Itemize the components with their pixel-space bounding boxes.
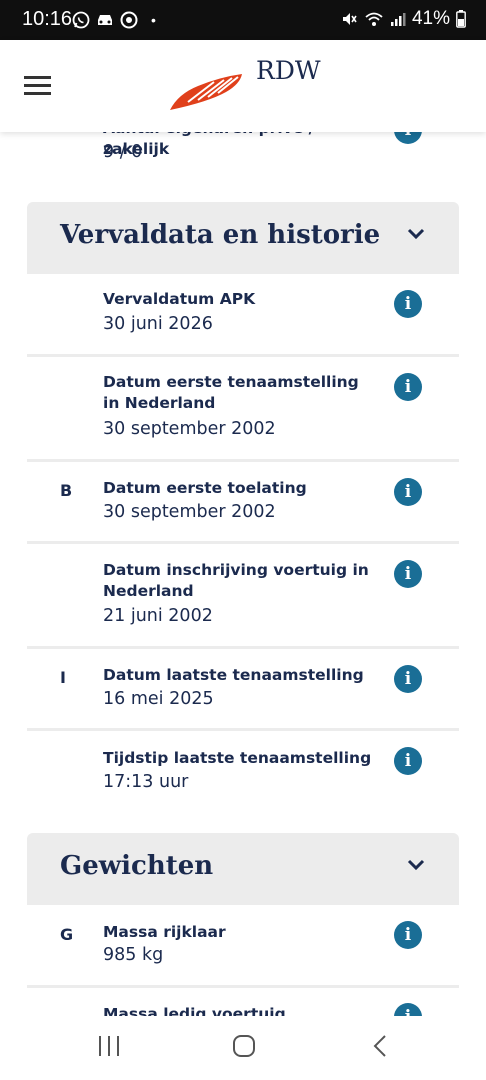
info-icon[interactable]: i (394, 921, 422, 949)
recent-apps-icon[interactable] (97, 1034, 121, 1058)
chrome-icon (120, 11, 138, 29)
divider (27, 354, 459, 357)
row-label: Massa ledig voertuig (103, 1005, 286, 1016)
info-icon[interactable]: i (394, 132, 422, 144)
battery-icon (456, 10, 466, 28)
section-header-gewichten[interactable]: Gewichten (27, 833, 459, 905)
rdw-logo (170, 74, 242, 110)
section-header-vervaldata[interactable]: Vervaldata en historie (27, 202, 459, 274)
status-notification-icons: • (72, 11, 156, 29)
status-system-icons: 41% (340, 8, 466, 30)
whatsapp-icon (72, 11, 90, 29)
vehicle-details-content[interactable]: Aantal eigenaren privé / zakelijk 9 / 0 … (0, 132, 486, 1016)
status-bar: 10:16 • 41% (0, 0, 486, 40)
info-icon[interactable]: i (394, 290, 422, 318)
section-title: Gewichten (60, 851, 214, 881)
row-label: Tijdstip laatste tenaamstelling (103, 749, 372, 767)
divider (27, 541, 459, 544)
divider (27, 985, 459, 988)
row-label: Datum inschrijving voertuig in Nederland (103, 561, 369, 600)
menu-icon[interactable] (24, 76, 51, 96)
divider (27, 728, 459, 731)
row-label: Vervaldatum APK (103, 290, 256, 308)
battery-percent: 41% (411, 8, 450, 29)
info-icon[interactable]: i (394, 665, 422, 693)
mute-icon (342, 13, 357, 25)
info-icon[interactable]: i (394, 560, 422, 588)
row-label: Datum eerste toelating (103, 479, 307, 497)
home-icon[interactable] (232, 1034, 256, 1058)
back-icon[interactable] (369, 1034, 393, 1058)
row-label: Datum laatste tenaamstelling (103, 666, 364, 684)
system-nav-bar (0, 1016, 486, 1080)
row-value: 985 kg (103, 945, 164, 965)
signal-icon (390, 13, 406, 26)
row-code: G (60, 925, 74, 944)
row-value: 9 / 0 (103, 142, 143, 162)
divider (27, 459, 459, 462)
chevron-down-icon[interactable] (407, 228, 425, 240)
divider (27, 646, 459, 649)
info-icon[interactable]: i (394, 1003, 422, 1016)
row-code: I (60, 668, 66, 687)
status-time: 10:16 (22, 8, 73, 30)
row-label: Massa rijklaar (103, 923, 226, 941)
row-value: 21 juni 2002 (103, 606, 213, 626)
chevron-down-icon[interactable] (407, 859, 425, 871)
wifi-icon (365, 12, 383, 26)
row-value: 30 juni 2026 (103, 314, 213, 334)
row-label: Datum eerste tenaamstelling in Nederland (103, 373, 359, 412)
brand-name: RDW (256, 56, 321, 85)
status-more-dot: • (151, 12, 156, 28)
row-label: Aantal eigenaren privé / zakelijk (103, 132, 314, 158)
info-icon[interactable]: i (394, 747, 422, 775)
info-icon[interactable]: i (394, 373, 422, 401)
car-icon (98, 15, 112, 25)
row-value: 30 september 2002 (103, 502, 276, 522)
row-value: 16 mei 2025 (103, 689, 214, 709)
row-code: B (60, 481, 73, 500)
info-icon[interactable]: i (394, 478, 422, 506)
section-title: Vervaldata en historie (60, 220, 381, 250)
row-value: 30 september 2002 (103, 419, 276, 439)
app-header: RDW (0, 40, 486, 132)
row-value: 17:13 uur (103, 772, 189, 792)
